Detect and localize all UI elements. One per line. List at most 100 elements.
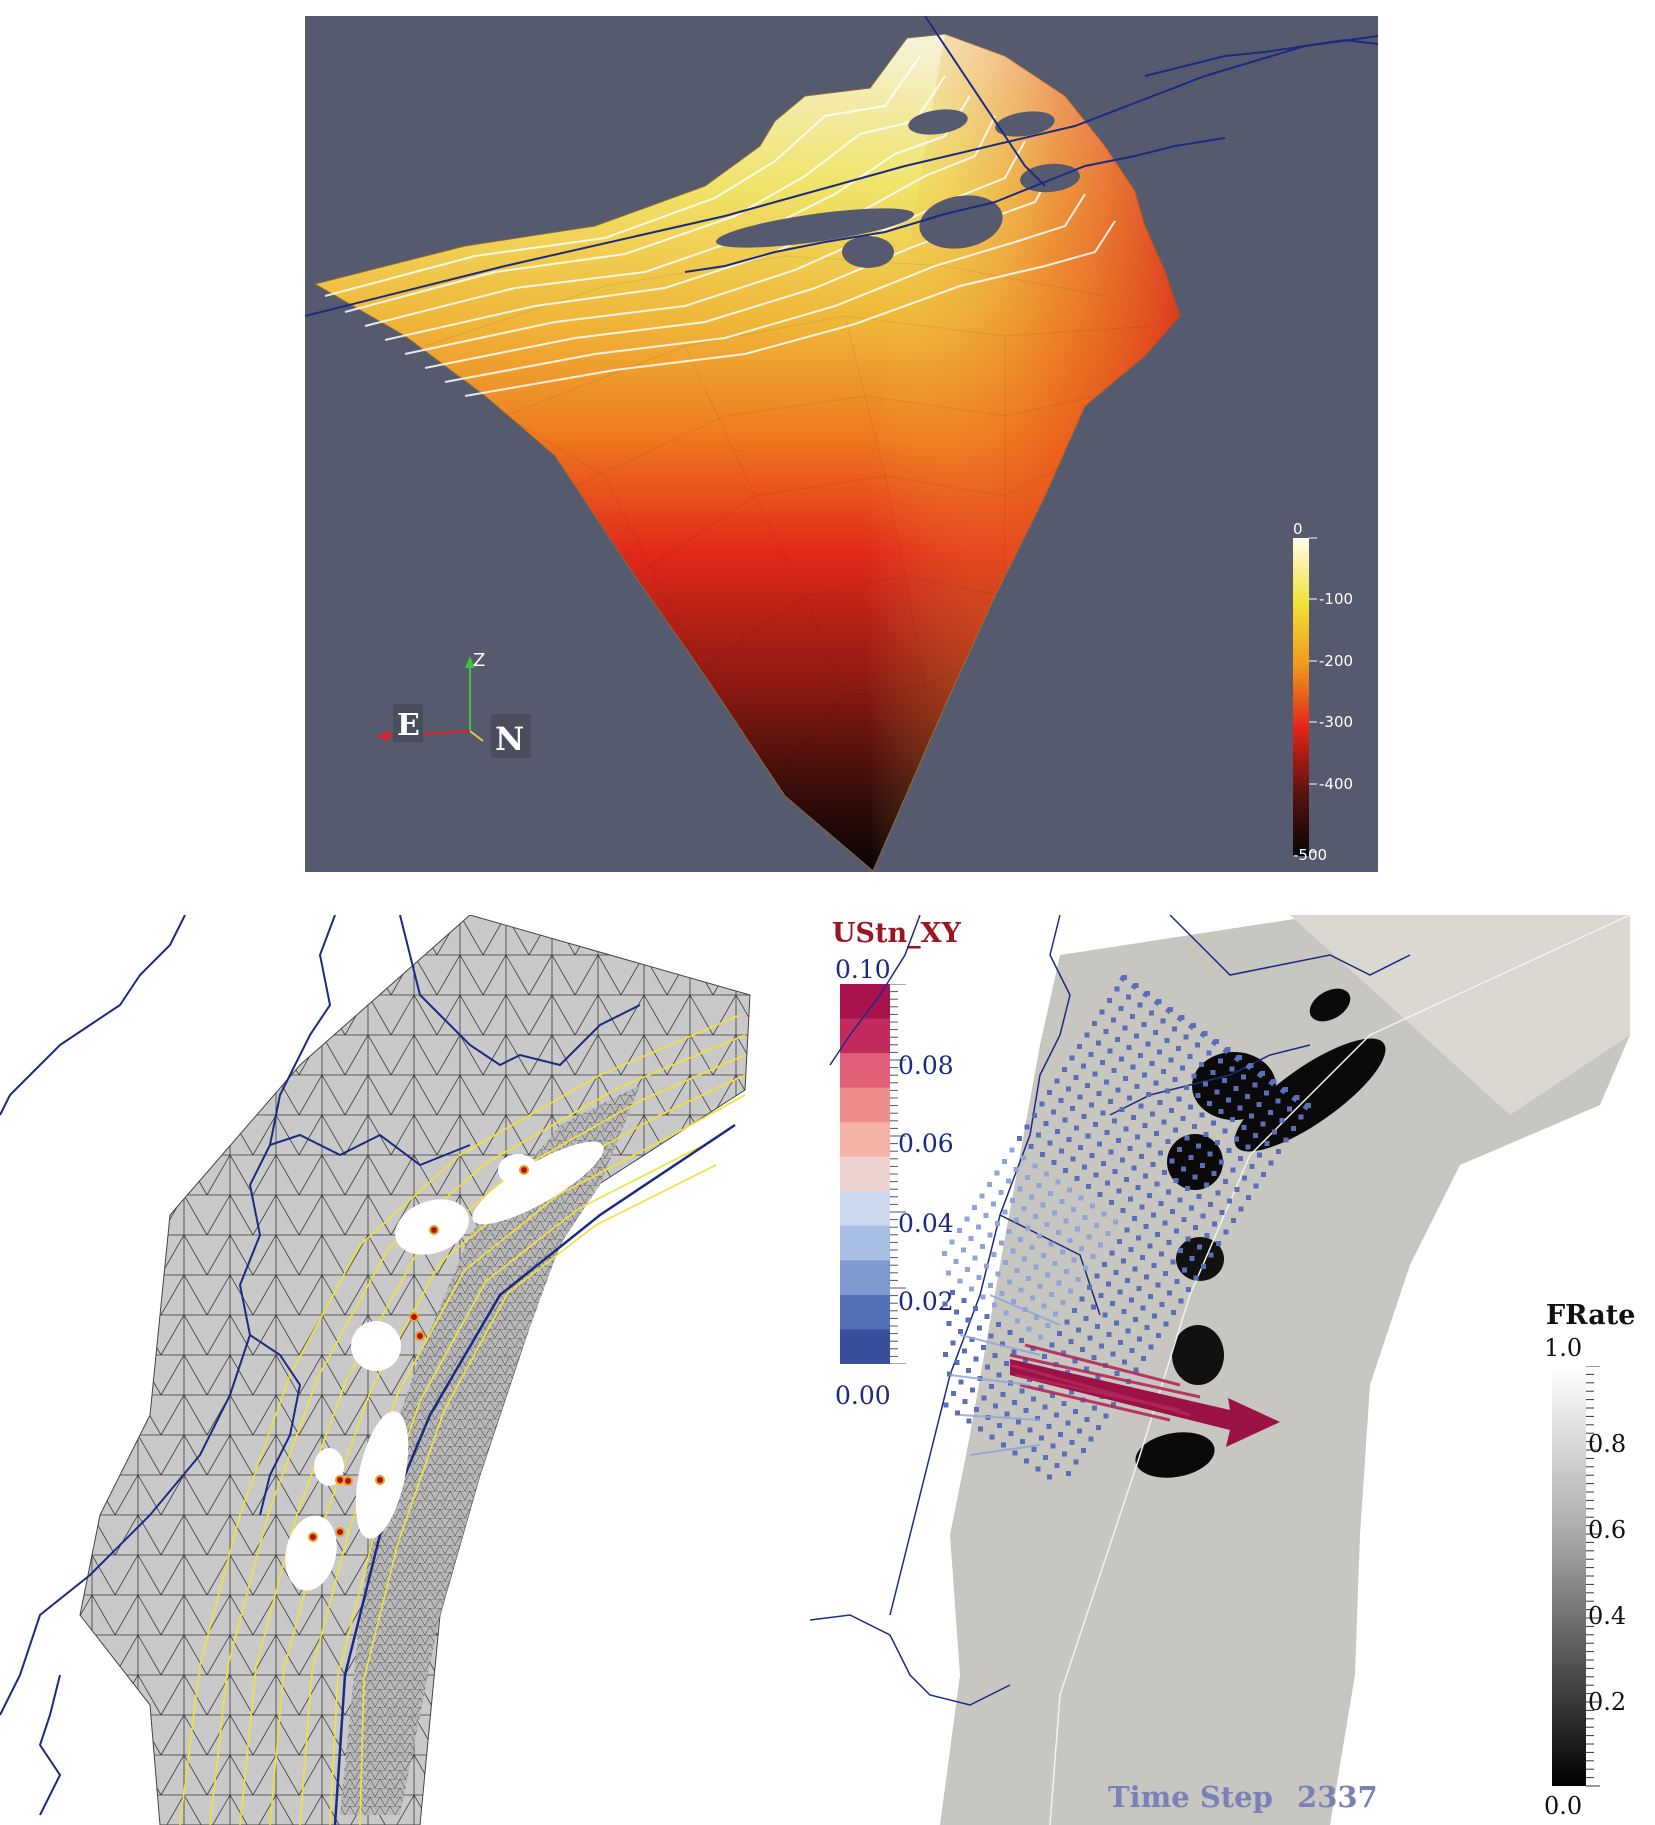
station-dot [1035, 1416, 1040, 1421]
station-dot [1111, 1068, 1117, 1073]
station-dot [1110, 1351, 1116, 1357]
station-dot [1098, 1242, 1103, 1248]
station-dot [1111, 1017, 1116, 1023]
station-dot [1215, 1190, 1221, 1196]
station-dot [974, 1407, 979, 1412]
station-dot [1272, 1129, 1277, 1135]
station-dot [946, 1270, 951, 1276]
station-dot [1017, 1186, 1023, 1192]
station-dot [1189, 1205, 1194, 1211]
station-dot [1039, 1435, 1044, 1441]
station-dot [1059, 1148, 1064, 1154]
station-dot [1069, 1055, 1075, 1061]
station-dot [995, 1271, 1001, 1277]
station-dot [1146, 1092, 1151, 1097]
station-dot [1000, 1392, 1006, 1397]
station-dot [1172, 1077, 1178, 1082]
station-dot [955, 1410, 960, 1416]
station-dot [1208, 1252, 1214, 1258]
station-dot [1238, 1206, 1244, 1212]
station-dot [1007, 1330, 1013, 1335]
station-dot [1219, 1159, 1224, 1165]
coastline [305, 16, 1378, 317]
station-dot [1004, 1361, 1009, 1366]
station-dot [1153, 1080, 1159, 1086]
station-dot [953, 1259, 959, 1264]
station-dot [1268, 1160, 1274, 1166]
station-dot [1161, 1069, 1166, 1074]
station-dot [943, 1352, 948, 1357]
station-dot [1127, 1146, 1133, 1151]
station-dot [1087, 1335, 1093, 1341]
station-dot [1041, 1253, 1046, 1258]
station-dot [1071, 1257, 1077, 1263]
station-dot [996, 1322, 1001, 1327]
station-dot [1035, 1466, 1041, 1472]
station-dot [1069, 1389, 1074, 1395]
station-dot [1070, 1106, 1075, 1111]
station-dot [1097, 1192, 1103, 1197]
station-dot [1188, 1104, 1193, 1110]
depth-tick-300: -300 [1319, 713, 1353, 731]
station-dot [1132, 1266, 1138, 1272]
station-dot [1114, 1320, 1119, 1326]
station-dot [1167, 1290, 1172, 1296]
station-dot [1145, 1041, 1151, 1047]
station-dot [1229, 1066, 1235, 1072]
station-dot [1092, 1071, 1098, 1077]
station-dot [1200, 1213, 1206, 1219]
station-dot [1140, 1305, 1146, 1311]
station-dot [1238, 1156, 1243, 1161]
station-dot [1151, 1263, 1157, 1268]
station-dot [1130, 1064, 1136, 1070]
depth-tick-0: 0 [1293, 520, 1303, 538]
station-dot [1068, 1288, 1073, 1294]
station-dot [1105, 1231, 1111, 1236]
station-dot [1165, 1139, 1171, 1144]
station-dot [1002, 1159, 1007, 1164]
station-dot [1132, 1216, 1137, 1221]
station-dot [1008, 1431, 1014, 1436]
station-dot [1180, 1116, 1186, 1121]
station-dot [1174, 1279, 1180, 1284]
station-dot [1159, 1251, 1164, 1257]
station-dot [1037, 1284, 1043, 1289]
time-step-readout: Time Step 2337 [1108, 1780, 1378, 1814]
station-dot [1144, 1325, 1150, 1330]
station-dot [1164, 1038, 1170, 1043]
station-dot [1120, 1157, 1125, 1163]
station-dot [1009, 1147, 1015, 1153]
displacement-vectors [949, 1294, 1280, 1456]
station-dot [1039, 1101, 1045, 1107]
station-dot [1088, 1436, 1094, 1442]
station-dot [1056, 1280, 1062, 1286]
station-dot [1006, 1229, 1012, 1234]
station-dot [1105, 1180, 1110, 1186]
station-dot [1040, 1202, 1046, 1208]
station-dot [1264, 1141, 1270, 1146]
station-dot [1089, 1102, 1094, 1108]
station-dot [1150, 1111, 1155, 1117]
station-dot [1090, 1254, 1096, 1259]
station-dot [1177, 1197, 1183, 1203]
station-dot [1162, 1170, 1167, 1175]
station-dot [1041, 1303, 1047, 1309]
station-dot [1118, 1006, 1124, 1011]
station-dot [1133, 1367, 1139, 1373]
station-dot [1283, 1087, 1288, 1092]
station-dot [961, 1247, 966, 1253]
station-dot [972, 1205, 977, 1210]
station-dot [1102, 1312, 1108, 1318]
station-dot [1072, 1308, 1077, 1313]
station-dot [1084, 1366, 1089, 1372]
ustn-tick-004: 0.04 [898, 1209, 954, 1238]
station-dot [1123, 1126, 1129, 1132]
hypocenter-markers [308, 1165, 529, 1542]
station-dot [1100, 1110, 1106, 1116]
station-dot [1223, 1179, 1228, 1184]
station-dot [1106, 1281, 1111, 1287]
frate-tick-08: 0.8 [1588, 1430, 1627, 1458]
station-dot [1211, 1171, 1217, 1176]
station-dot [979, 1193, 985, 1199]
station-dot [1054, 1078, 1060, 1084]
